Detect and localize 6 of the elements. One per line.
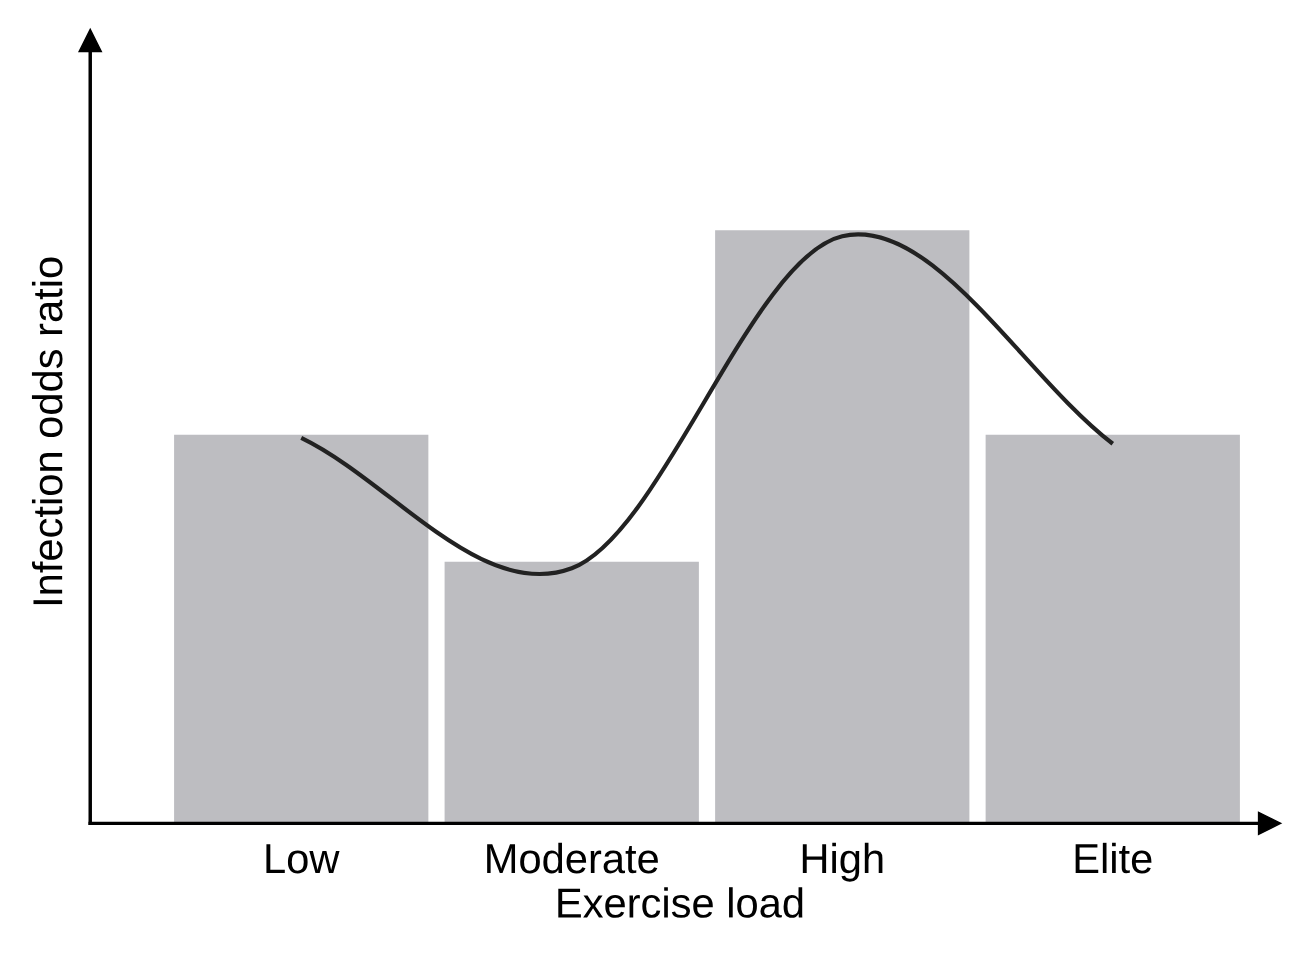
x-tick-label: Elite [1075,842,1152,874]
x-tick-label: High [802,842,883,882]
x-tick-label: Low [266,844,340,874]
y-axis-title: Infection odds ratio [31,257,63,605]
x-tick-label: Moderate [487,842,658,874]
x-axis-title: Exercise load [558,887,803,918]
